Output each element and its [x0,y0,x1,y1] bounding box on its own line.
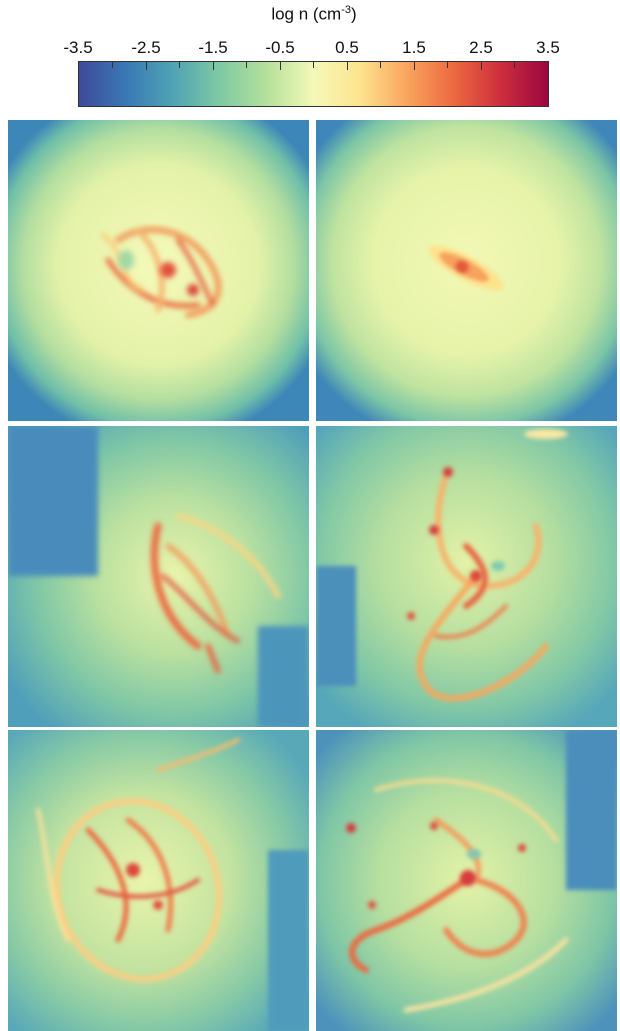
colorbar-title: log n (cm-3) [271,4,357,24]
colorbar-tick [414,62,415,70]
colorbar-tick-labels: -3.5 -2.5 -1.5 -0.5 0.5 1.5 2.5 3.5 [0,38,620,60]
panel-middle-left [8,426,309,727]
tick-label: 0.5 [335,38,359,57]
panel-bottom-right [316,730,617,1031]
tick-label: -0.5 [265,38,295,57]
colorbar-tick [179,62,180,68]
colorbar-tick [112,62,113,68]
colorbar-tick [514,62,515,68]
tick-label: -2.5 [131,38,161,57]
colorbar-tick [246,62,247,68]
tick-label: 3.5 [536,38,560,57]
density-map [8,120,309,421]
colorbar [78,61,549,107]
colorbar-tick [380,62,381,68]
panel-top-left [8,120,309,421]
colorbar-tick [146,62,147,70]
density-map [316,730,617,1031]
tick-label: -3.5 [63,38,93,57]
colorbar-tick [481,62,482,70]
density-map [8,730,309,1031]
density-map [316,120,617,421]
density-map [316,426,617,727]
panel-middle-right [316,426,617,727]
tick-label: 1.5 [402,38,426,57]
tick-label: -1.5 [198,38,228,57]
colorbar-tick [347,62,348,70]
tick-label: 2.5 [469,38,493,57]
panel-top-right [316,120,617,421]
colorbar-tick [447,62,448,68]
colorbar-tick [213,62,214,70]
colorbar-tick [313,62,314,68]
density-map [8,426,309,727]
panel-bottom-left [8,730,309,1031]
colorbar-tick [280,62,281,70]
